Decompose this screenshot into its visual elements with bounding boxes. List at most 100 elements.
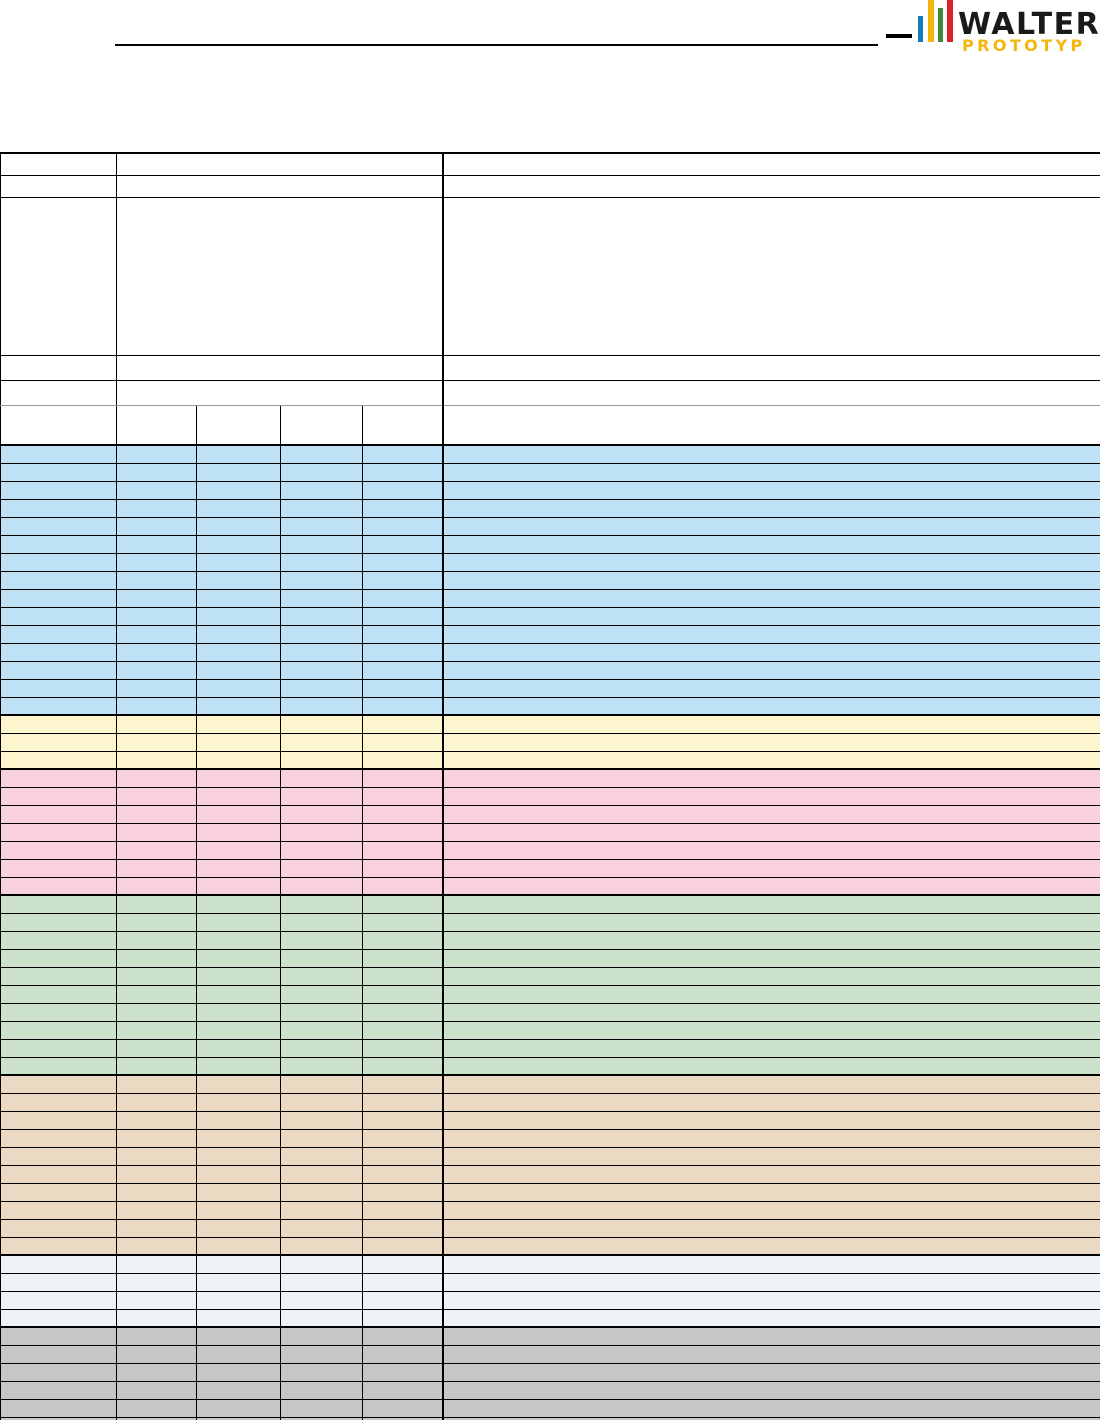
section-green-cell-col-0[interactable] — [0, 930, 117, 950]
section-green-cell-col-4[interactable] — [362, 966, 443, 986]
section-blue-cell-col-4[interactable] — [362, 642, 443, 662]
section-pale-cell-col-0[interactable] — [0, 1254, 117, 1274]
table-row[interactable] — [0, 1416, 1100, 1420]
section-pink-cell-col-1[interactable] — [116, 858, 197, 878]
table-row[interactable] — [0, 858, 1100, 878]
section-blue-cell-col-5[interactable] — [441, 696, 1100, 716]
section-blue-cell-col-0[interactable] — [0, 534, 117, 554]
section-blue-cell-col-5[interactable] — [441, 660, 1100, 680]
section-blue-cell-col-0[interactable] — [0, 678, 117, 698]
section-blue-cell-col-0[interactable] — [0, 624, 117, 644]
section-yellow-cell-col-0[interactable] — [0, 750, 117, 770]
table-row[interactable] — [0, 1236, 1100, 1256]
section-blue-cell-col-3[interactable] — [280, 660, 363, 680]
section-pink-cell-col-4[interactable] — [362, 840, 443, 860]
section-tan-cell-col-3[interactable] — [280, 1092, 363, 1112]
section-blue-cell-col-3[interactable] — [280, 498, 363, 518]
section-blue-cell-col-1[interactable] — [116, 444, 197, 464]
section-blue-cell-col-3[interactable] — [280, 552, 363, 572]
section-tan-cell-col-1[interactable] — [116, 1146, 197, 1166]
column-header-col-1[interactable] — [116, 404, 197, 446]
section-tan-cell-col-4[interactable] — [362, 1236, 443, 1256]
section-blue-cell-col-2[interactable] — [196, 570, 281, 590]
table-row[interactable] — [0, 912, 1100, 932]
section-yellow-cell-col-3[interactable] — [280, 732, 363, 752]
column-header-col-0[interactable] — [0, 404, 117, 446]
section-yellow-cell-col-3[interactable] — [280, 714, 363, 734]
table-row[interactable] — [0, 642, 1100, 662]
section-gray-cell-col-5[interactable] — [441, 1362, 1100, 1382]
section-pink-cell-col-2[interactable] — [196, 876, 281, 896]
table-row[interactable] — [0, 1308, 1100, 1328]
section-pale-cell-col-3[interactable] — [280, 1290, 363, 1310]
section-gray-cell-col-0[interactable] — [0, 1326, 117, 1346]
section-blue-cell-col-1[interactable] — [116, 642, 197, 662]
table-row[interactable] — [0, 840, 1100, 860]
section-gray-cell-col-0[interactable] — [0, 1362, 117, 1382]
table-row[interactable] — [0, 930, 1100, 950]
table-row[interactable] — [0, 1344, 1100, 1364]
section-tan-cell-col-5[interactable] — [441, 1074, 1100, 1094]
section-blue-cell-col-5[interactable] — [441, 588, 1100, 608]
table-row[interactable] — [0, 534, 1100, 554]
section-blue-cell-col-4[interactable] — [362, 606, 443, 626]
section-tan-cell-col-4[interactable] — [362, 1218, 443, 1238]
table-row[interactable] — [0, 1398, 1100, 1418]
section-green-cell-col-5[interactable] — [441, 948, 1100, 968]
section-green-cell-col-1[interactable] — [116, 984, 197, 1004]
section-pink-cell-col-4[interactable] — [362, 876, 443, 896]
section-tan-cell-col-4[interactable] — [362, 1128, 443, 1148]
meta-row-2-label-cell[interactable] — [0, 174, 117, 198]
table-row[interactable] — [0, 1380, 1100, 1400]
section-green-cell-col-3[interactable] — [280, 1038, 363, 1058]
table-row[interactable] — [0, 444, 1100, 464]
section-blue-cell-col-1[interactable] — [116, 660, 197, 680]
section-yellow-cell-col-5[interactable] — [441, 732, 1100, 752]
section-gray-cell-col-1[interactable] — [116, 1326, 197, 1346]
section-gray-cell-col-5[interactable] — [441, 1398, 1100, 1418]
section-green-cell-col-0[interactable] — [0, 1038, 117, 1058]
section-pink-cell-col-3[interactable] — [280, 858, 363, 878]
section-blue-cell-col-4[interactable] — [362, 624, 443, 644]
section-pale-cell-col-2[interactable] — [196, 1254, 281, 1274]
section-gray-cell-col-4[interactable] — [362, 1398, 443, 1418]
section-tan-cell-col-2[interactable] — [196, 1110, 281, 1130]
section-blue-cell-col-2[interactable] — [196, 624, 281, 644]
section-blue-cell-col-2[interactable] — [196, 606, 281, 626]
section-green-cell-col-3[interactable] — [280, 894, 363, 914]
section-gray-cell-col-3[interactable] — [280, 1344, 363, 1364]
section-blue-cell-col-1[interactable] — [116, 480, 197, 500]
section-blue-cell-col-5[interactable] — [441, 516, 1100, 536]
table-row[interactable] — [0, 516, 1100, 536]
section-blue-cell-col-0[interactable] — [0, 480, 117, 500]
table-row[interactable] — [0, 1146, 1100, 1166]
section-blue-cell-col-1[interactable] — [116, 696, 197, 716]
section-green-cell-col-5[interactable] — [441, 930, 1100, 950]
section-green-cell-col-3[interactable] — [280, 1056, 363, 1076]
section-tan-cell-col-2[interactable] — [196, 1074, 281, 1094]
section-blue-cell-col-5[interactable] — [441, 552, 1100, 572]
section-blue-cell-col-3[interactable] — [280, 480, 363, 500]
section-blue-cell-col-2[interactable] — [196, 678, 281, 698]
section-blue-cell-col-4[interactable] — [362, 696, 443, 716]
section-blue-cell-col-2[interactable] — [196, 462, 281, 482]
section-tan-cell-col-0[interactable] — [0, 1236, 117, 1256]
section-pale-cell-col-3[interactable] — [280, 1254, 363, 1274]
section-green-cell-col-5[interactable] — [441, 966, 1100, 986]
section-tan-cell-col-4[interactable] — [362, 1074, 443, 1094]
section-blue-cell-col-1[interactable] — [116, 678, 197, 698]
table-row[interactable] — [0, 1002, 1100, 1022]
section-green-cell-col-5[interactable] — [441, 984, 1100, 1004]
section-blue-cell-col-1[interactable] — [116, 570, 197, 590]
section-blue-cell-col-5[interactable] — [441, 642, 1100, 662]
section-pale-cell-col-0[interactable] — [0, 1308, 117, 1328]
section-yellow-cell-col-5[interactable] — [441, 750, 1100, 770]
section-tan-cell-col-2[interactable] — [196, 1092, 281, 1112]
section-green-cell-col-1[interactable] — [116, 1056, 197, 1076]
section-tan-cell-col-3[interactable] — [280, 1164, 363, 1184]
section-pale-cell-col-2[interactable] — [196, 1308, 281, 1328]
section-green-cell-col-4[interactable] — [362, 1002, 443, 1022]
table-row[interactable] — [0, 588, 1100, 608]
section-blue-cell-col-3[interactable] — [280, 516, 363, 536]
section-tan-cell-col-5[interactable] — [441, 1110, 1100, 1130]
